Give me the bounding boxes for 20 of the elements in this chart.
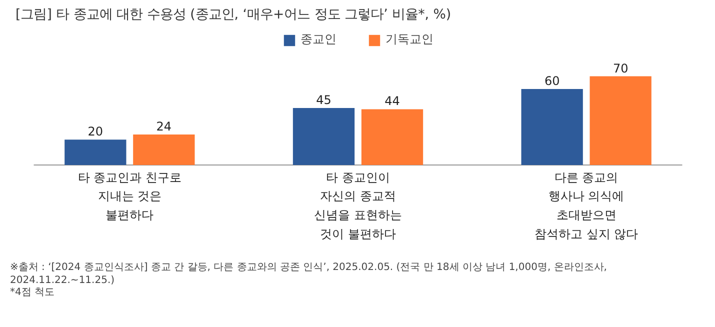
bar: [361, 109, 424, 165]
legend-label: 종교인: [300, 31, 336, 48]
bar: [64, 140, 126, 165]
x-tick-label: 타 종교인이 자신의 종교적 신념을 표현하는 것이 불편하다: [314, 170, 402, 241]
data-label: 45: [316, 92, 332, 107]
data-label: 44: [384, 94, 400, 108]
x-tick-label: 타 종교인과 친구로 지내는 것은 불편하다: [78, 170, 182, 222]
bar: [590, 76, 652, 165]
text: *4점 척도: [10, 287, 55, 300]
bar: [133, 134, 195, 165]
chart-title: [그림] 타 종교에 대한 수용성 (종교인, ‘매우+어느 정도 그렇다’ 비율*, %): [16, 8, 452, 22]
bar: [521, 88, 583, 165]
data-label: 20: [88, 124, 104, 139]
data-label: 24: [156, 120, 172, 134]
data-label: 60: [544, 74, 560, 88]
bar: [292, 108, 355, 165]
legend-label: 기독교인: [386, 31, 434, 48]
x-tick-label: 다른 종교의 행사나 의식에 초대받으면 참석하고 싶지 않다: [534, 170, 638, 241]
data-label: 70: [612, 61, 628, 76]
text: ※출처 : ‘[2024 종교인식조사] 종교 간 갈등, 다른 종교와의 공존 인식’, 2025.02.05. (전국 만 18세 이상 남녀 1,000명, 온라인조사, 2024.11.22.~11.25.): [10, 262, 608, 287]
